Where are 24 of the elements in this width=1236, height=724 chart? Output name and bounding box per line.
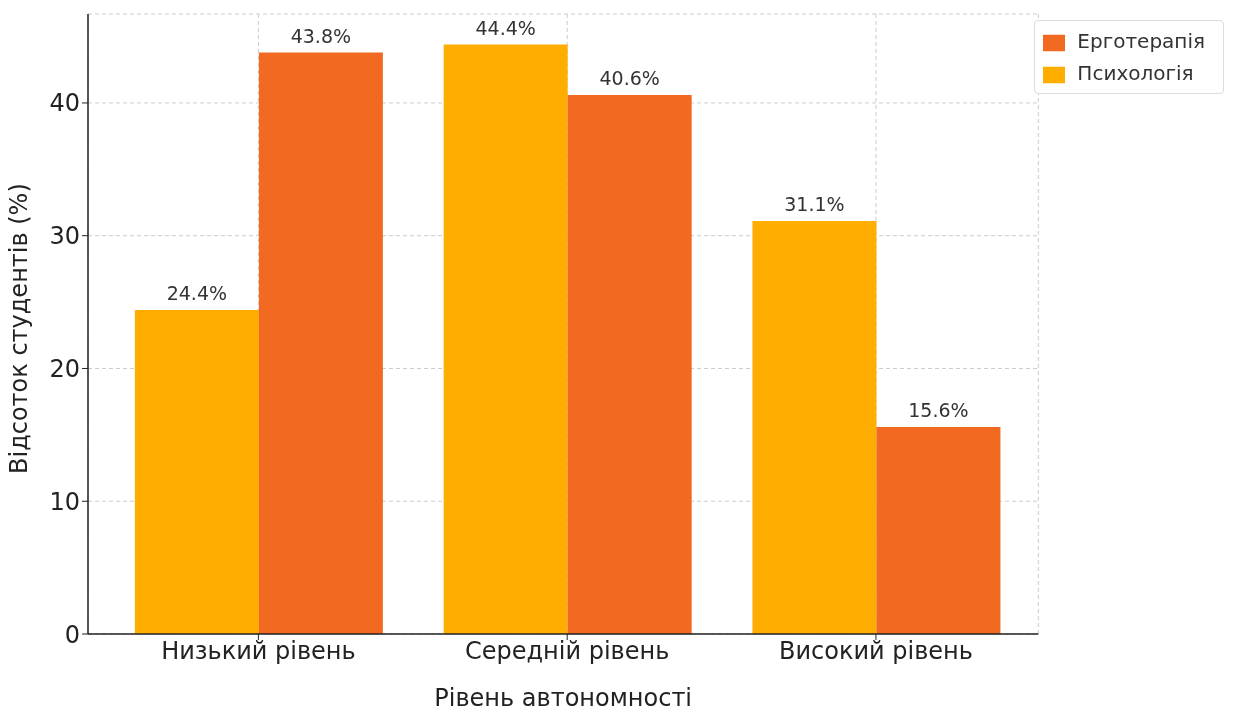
y-tick-label: 10 <box>49 487 80 516</box>
y-tick-label: 0 <box>64 620 80 649</box>
y-tick-label: 30 <box>49 222 80 251</box>
y-tick-label: 40 <box>49 89 80 118</box>
bar <box>258 52 383 634</box>
data-label: 24.4% <box>166 282 228 305</box>
bar <box>134 310 259 634</box>
data-label: 31.1% <box>784 193 845 216</box>
legend-label: Психологія <box>1077 61 1194 85</box>
bar <box>443 44 568 634</box>
y-axis-title: Відсоток студентів (%) <box>4 183 33 474</box>
bar <box>567 94 692 634</box>
y-tick-label: 20 <box>49 355 80 383</box>
x-tick-label: Високий рівень <box>778 637 973 666</box>
data-label: 43.8% <box>290 24 352 47</box>
x-axis-title: Рівень автономності <box>434 684 693 712</box>
data-label: 15.6% <box>908 398 969 421</box>
data-label: 44.4% <box>475 16 536 39</box>
bar <box>752 221 877 634</box>
x-tick-label: Середній рівень <box>464 637 670 666</box>
bar <box>876 426 1001 634</box>
legend-label: Ерготерапія <box>1077 29 1205 53</box>
x-tick-label: Низький рівень <box>161 637 356 666</box>
data-label: 40.6% <box>599 66 660 89</box>
